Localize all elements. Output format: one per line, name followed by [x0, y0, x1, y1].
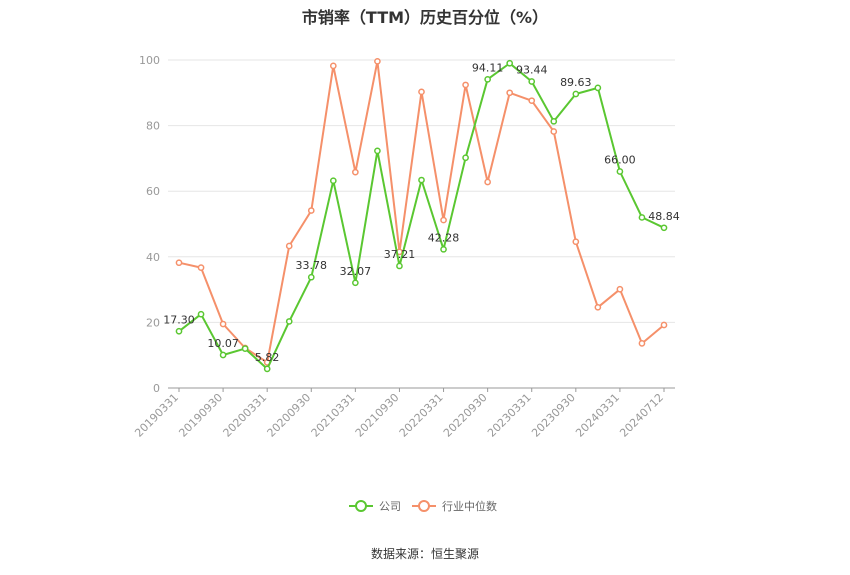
industry-point: [175, 259, 183, 267]
industry-point: [550, 128, 558, 135]
industry-point: [219, 320, 227, 328]
company-point: [572, 90, 580, 98]
company-point: [374, 147, 381, 155]
company-point: [396, 262, 403, 270]
data-label: 5.82: [255, 351, 280, 364]
industry-point: [462, 81, 469, 89]
data-label: 42.28: [428, 231, 460, 244]
data-source: 数据来源：恒生聚源: [370, 547, 479, 561]
company-point: [263, 365, 271, 373]
industry-point: [197, 264, 205, 271]
y-tick-label: 60: [146, 185, 160, 198]
data-label: 48.84: [648, 210, 680, 223]
y-tick-label: 40: [146, 251, 160, 264]
x-tick-label: 20190930: [176, 391, 225, 440]
x-tick-label: 20230930: [529, 391, 578, 440]
company-point: [550, 117, 558, 125]
x-tick-label: 20240331: [573, 391, 622, 440]
x-tick-label: 20210331: [309, 391, 358, 440]
company-point: [484, 75, 491, 83]
legend-industry-marker: [418, 500, 430, 512]
data-label: 93.44: [516, 64, 548, 77]
company-point: [175, 327, 183, 335]
data-label: 37.21: [384, 248, 416, 261]
industry-point: [594, 303, 602, 311]
company-point: [418, 176, 425, 184]
company-point: [285, 318, 293, 325]
company-point: [241, 345, 249, 352]
industry-series-line: [178, 60, 665, 364]
industry-point: [307, 207, 315, 214]
industry-point: [616, 285, 624, 293]
industry-point: [285, 242, 293, 250]
y-tick-label: 20: [146, 316, 160, 329]
industry-point: [572, 238, 580, 246]
company-point: [528, 78, 536, 85]
company-point: [594, 84, 602, 92]
company-series-line: [178, 62, 665, 370]
data-label: 10.07: [207, 337, 239, 350]
x-tick-label: 20220331: [397, 391, 446, 440]
x-tick-label: 20190331: [132, 391, 181, 440]
company-point: [197, 310, 205, 318]
industry-point: [374, 57, 381, 65]
industry-point: [528, 97, 536, 105]
data-label: 94.11: [472, 61, 504, 74]
company-point: [307, 273, 315, 281]
x-tick-label: 20220930: [441, 391, 490, 440]
data-label: 66.00: [604, 154, 636, 167]
industry-point: [418, 88, 425, 96]
x-tick-label: 20200331: [221, 391, 270, 440]
x-tick-label: 20210930: [353, 391, 402, 440]
x-tick-label: 20240712: [617, 391, 666, 440]
legend-industry-label: 行业中位数: [442, 499, 497, 513]
industry-point: [506, 89, 514, 97]
industry-point: [484, 178, 491, 186]
y-tick-label: 100: [139, 54, 160, 67]
x-tick-label: 20200930: [265, 391, 314, 440]
company-point: [219, 351, 227, 359]
company-point: [506, 59, 514, 67]
company-point: [616, 168, 624, 175]
company-point: [462, 154, 469, 162]
industry-point: [638, 340, 646, 347]
y-tick-label: 80: [146, 120, 160, 133]
company-point: [638, 214, 646, 221]
company-point: [660, 224, 668, 232]
data-label: 89.63: [560, 76, 592, 89]
y-tick-label: 0: [153, 382, 160, 395]
data-label: 17.30: [163, 313, 195, 326]
company-point: [440, 245, 447, 253]
chart-title: 市销率（TTM）历史百分位（%）: [301, 8, 549, 27]
x-tick-label: 20230331: [485, 391, 534, 440]
company-point: [352, 279, 359, 287]
company-point: [329, 177, 337, 185]
legend-company-marker: [355, 500, 367, 512]
data-label: 32.07: [340, 265, 372, 278]
data-label: 33.78: [296, 259, 328, 272]
industry-point: [440, 216, 447, 224]
legend-company-label: 公司: [379, 500, 401, 513]
industry-point: [352, 168, 359, 176]
industry-point: [329, 62, 337, 70]
industry-point: [660, 321, 668, 329]
